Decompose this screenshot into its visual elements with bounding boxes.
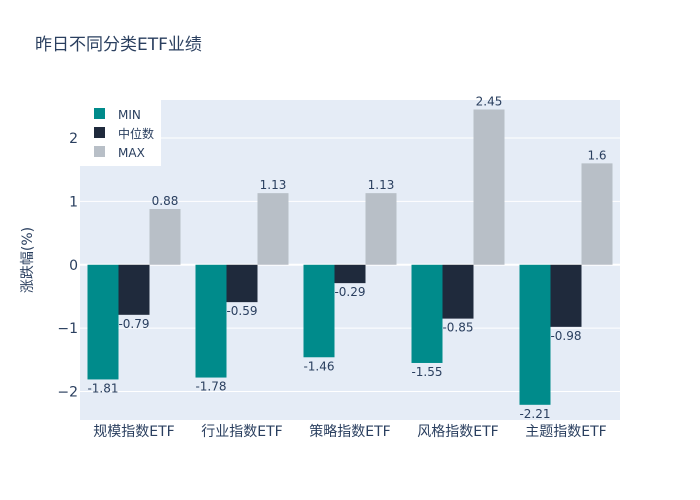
y-tick-label: 2	[69, 131, 78, 147]
bar[interactable]	[334, 264, 366, 284]
legend-swatch[interactable]	[94, 127, 105, 138]
data-label: 1.6	[587, 148, 606, 162]
y-axis-ticks: −2 −1 0 1 2	[57, 131, 78, 400]
bar[interactable]	[581, 163, 613, 265]
data-label: -0.29	[334, 285, 365, 299]
data-label: -1.55	[411, 365, 442, 379]
y-tick-label: −1	[57, 321, 78, 337]
bar[interactable]	[118, 264, 150, 315]
data-label: 0.88	[152, 194, 179, 208]
data-label: -2.21	[519, 407, 550, 421]
data-label: -0.79	[118, 317, 149, 331]
legend-background	[80, 100, 161, 166]
chart-title: 昨日不同分类ETF业绩	[35, 35, 202, 55]
bar[interactable]	[550, 264, 582, 327]
bar[interactable]	[226, 264, 258, 303]
legend-label[interactable]: MAX	[118, 146, 145, 160]
legend[interactable]: MIN 中位数 MAX	[80, 100, 161, 166]
x-axis-ticks: 规模指数ETF 行业指数ETF 策略指数ETF 风格指数ETF 主题指数ETF	[93, 423, 606, 440]
x-tick-label: 行业指数ETF	[201, 424, 282, 440]
data-label: 1.13	[260, 178, 287, 192]
bars: -1.81 -0.79 0.88 -1.78 -0.59 1.13 -1.46 -0.29 1.…	[87, 95, 613, 421]
bar[interactable]	[257, 193, 289, 265]
x-tick-label: 策略指数ETF	[309, 423, 390, 440]
bar[interactable]	[195, 264, 227, 378]
data-label: 1.13	[368, 178, 395, 192]
bar[interactable]	[87, 264, 119, 380]
data-label: -0.59	[226, 304, 257, 318]
bar[interactable]	[442, 264, 474, 319]
bar[interactable]	[411, 264, 443, 363]
bar[interactable]	[303, 264, 335, 358]
data-label: -1.78	[195, 380, 226, 394]
bar[interactable]	[473, 109, 505, 265]
x-tick-label: 风格指数ETF	[417, 424, 498, 440]
data-label: -1.46	[303, 359, 334, 373]
bar[interactable]	[149, 208, 181, 265]
y-tick-label: 1	[69, 194, 78, 210]
y-axis-label: 涨跌幅(%)	[20, 227, 36, 293]
x-tick-label: 规模指数ETF	[93, 424, 174, 440]
data-label: -0.98	[550, 329, 581, 343]
y-tick-label: −2	[57, 384, 78, 400]
legend-label[interactable]: 中位数	[118, 126, 154, 141]
legend-swatch[interactable]	[94, 108, 105, 119]
legend-swatch[interactable]	[94, 146, 105, 157]
y-tick-label: 0	[69, 258, 78, 274]
bar[interactable]	[365, 193, 397, 265]
bar[interactable]	[519, 264, 551, 405]
data-label: -1.81	[87, 381, 118, 395]
data-label: -0.85	[442, 321, 473, 335]
legend-label[interactable]: MIN	[118, 108, 141, 122]
x-tick-label: 主题指数ETF	[525, 424, 606, 440]
data-label: 2.45	[476, 95, 503, 109]
